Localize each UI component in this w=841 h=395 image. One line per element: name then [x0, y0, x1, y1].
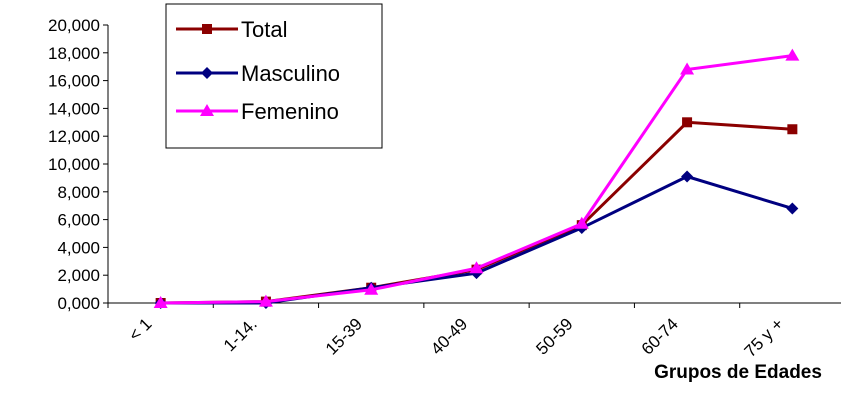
- legend-label: Femenino: [241, 99, 339, 124]
- x-tick-label: 15-39: [322, 314, 366, 358]
- data-point: [258, 294, 273, 307]
- series-masculino: [154, 170, 799, 309]
- y-tick-label: 14,000: [48, 99, 100, 118]
- y-tick-label: 20,000: [48, 16, 100, 35]
- legend: Total Masculino Femenino: [165, 3, 383, 149]
- data-point: [574, 216, 589, 229]
- x-axis: < 1 1-14. 15-39 40-49 50-59 60-74 75 y +: [107, 302, 841, 361]
- x-tick-label: 60-74: [638, 314, 682, 358]
- legend-entry-masculino: Masculino: [176, 61, 340, 86]
- data-point: [680, 62, 695, 75]
- y-tick-label: 2,000: [57, 266, 100, 285]
- data-point: [364, 282, 379, 295]
- y-axis: 0,000 2,000 4,000 6,000 8,000 10,000 12,000 14,…: [48, 16, 109, 313]
- data-point: [785, 48, 800, 61]
- series-femenino: [153, 48, 800, 308]
- data-point: [682, 117, 693, 128]
- y-tick-label: 12,000: [48, 127, 100, 146]
- legend-label: Masculino: [241, 61, 340, 86]
- legend-entry-total: Total: [176, 17, 287, 42]
- legend-swatch-marker: [201, 67, 213, 79]
- y-tick-label: 10,000: [48, 155, 100, 174]
- y-tick-label: 18,000: [48, 44, 100, 63]
- data-point: [153, 296, 168, 308]
- series-line: [160, 174, 793, 305]
- data-point: [681, 170, 694, 183]
- x-tick-label: < 1: [125, 314, 155, 344]
- legend-entry-femenino: Femenino: [176, 99, 339, 124]
- y-tick-label: 6,000: [57, 211, 100, 230]
- y-tick-label: 4,000: [57, 238, 100, 257]
- x-axis-title: Grupos de Edades: [654, 362, 822, 383]
- x-tick-label: 50-59: [532, 314, 576, 358]
- y-tick-label: 16,000: [48, 72, 100, 91]
- x-tick-label: 40-49: [427, 314, 471, 358]
- legend-label: Total: [241, 17, 287, 42]
- x-tick-label: 1-14.: [220, 314, 261, 355]
- series-lines: [153, 48, 800, 309]
- y-tick-label: 8,000: [57, 183, 100, 202]
- legend-swatch-marker: [202, 24, 212, 34]
- data-point: [787, 124, 798, 135]
- x-tick-label: 75 y +: [741, 314, 788, 361]
- data-point: [786, 202, 799, 215]
- y-tick-label: 0,000: [57, 294, 100, 313]
- legend-swatch-marker: [200, 104, 214, 116]
- data-point: [469, 261, 484, 274]
